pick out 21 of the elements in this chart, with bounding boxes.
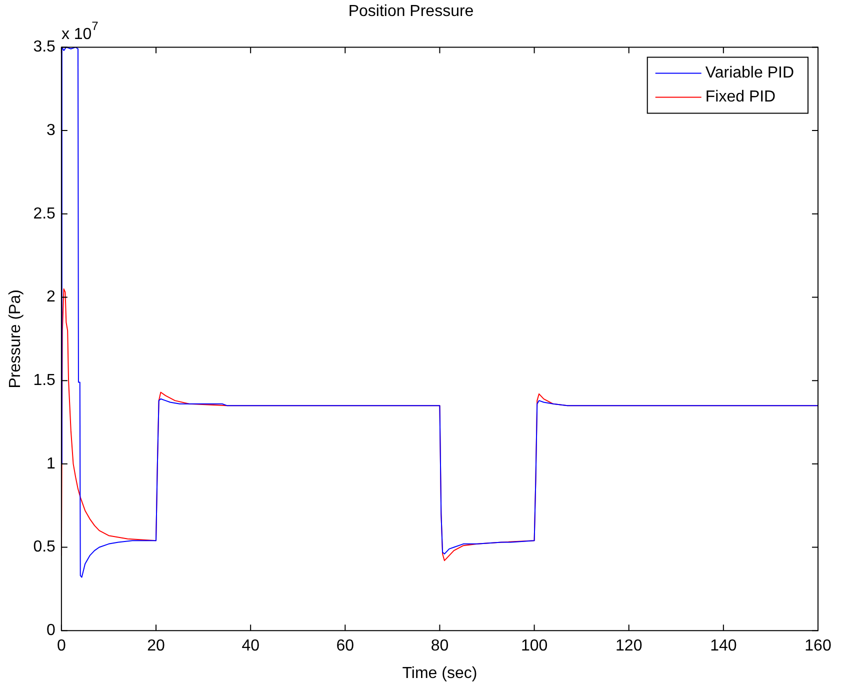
x-tick-label: 40	[242, 638, 260, 655]
y-axis-title: Pressure (Pa)	[7, 290, 24, 388]
y-tick-label: 0	[46, 622, 56, 640]
x-tick-label: 100	[520, 638, 548, 655]
y-tick-label: 3	[46, 122, 56, 139]
y-tick-label: 1	[46, 455, 56, 472]
y-tick-label: 2	[46, 288, 56, 306]
x-tick-label: 60	[336, 638, 354, 655]
chart-title: Position Pressure	[348, 3, 474, 20]
x-tick-label: 140	[710, 638, 737, 655]
legend-label: Fixed PID	[705, 88, 776, 106]
x-axis-title: Time (sec)	[402, 664, 478, 682]
x-tick-label: 120	[616, 638, 642, 655]
y-tick-label: 0.5	[33, 538, 56, 556]
y-tick-label: 2.5	[33, 205, 56, 222]
x-tick-label: 20	[147, 638, 166, 655]
legend-label: Variable PID	[705, 64, 794, 82]
y-tick-label: 3.5	[33, 38, 56, 56]
x-tick-label: 160	[804, 638, 832, 655]
x-tick-label: 80	[430, 638, 449, 655]
y-tick-label: 1.5	[33, 372, 56, 389]
